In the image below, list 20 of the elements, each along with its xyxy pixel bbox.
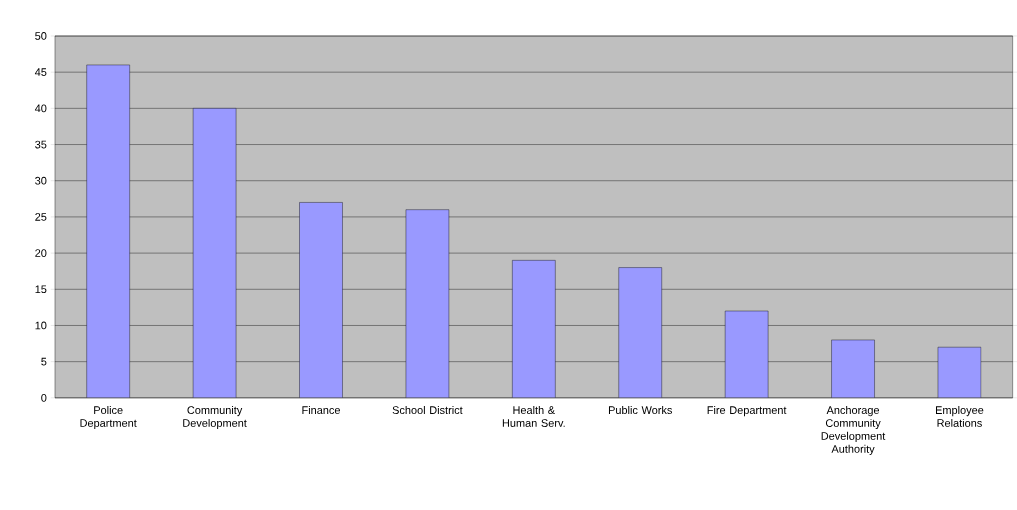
x-tick-label: Community Development <box>183 406 247 430</box>
x-tick-label: Health & Human Serv. <box>502 406 565 428</box>
y-tick-label: 40 <box>34 104 47 113</box>
y-tick-label: 20 <box>35 249 47 258</box>
y-tick-label: 25 <box>35 213 47 221</box>
y-tick-label: 35 <box>35 140 47 149</box>
x-tick-label: Fire Department <box>707 406 787 417</box>
x-tick-label: Public Works <box>608 406 672 415</box>
y-tick-label: 0 <box>41 394 47 402</box>
x-tick-label: Police Department <box>80 406 137 430</box>
y-tick-label: 45 <box>34 68 47 77</box>
y-tick-label: 50 <box>35 32 47 40</box>
x-tick-label: Employee Relations <box>936 406 984 428</box>
y-tick-label: 10 <box>35 321 47 330</box>
y-tick-label: 15 <box>35 285 47 294</box>
y-tick-label: 30 <box>35 176 47 185</box>
x-tick-label: Finance <box>302 406 340 415</box>
x-tick-label: Anchorage Community Development Authority <box>821 406 886 456</box>
x-tick-label: School District <box>392 406 463 415</box>
y-tick-label: 5 <box>41 357 47 366</box>
